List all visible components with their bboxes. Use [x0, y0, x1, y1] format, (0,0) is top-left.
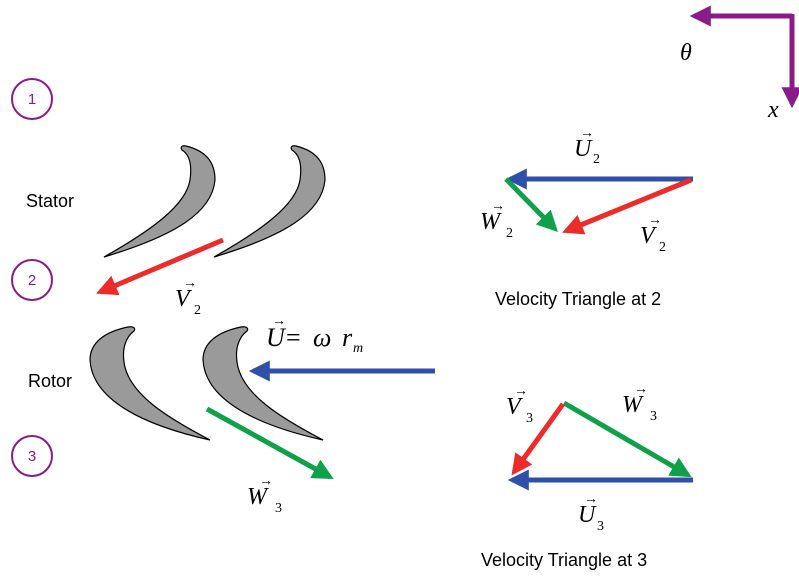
- triangle2-v2-arrow: [562, 177, 692, 235]
- svg-text:→: →: [514, 384, 528, 399]
- svg-text:m: m: [353, 341, 363, 356]
- rotor-blades: [89, 326, 324, 441]
- svg-text:V: V: [640, 223, 657, 249]
- svg-text:=: =: [286, 323, 301, 352]
- velocity-triangle-2: U → 2 W → 2 V → 2 Velocity Triangle at 2: [480, 126, 693, 309]
- svg-text:→: →: [584, 492, 598, 507]
- triangle2-u2-label: U → 2: [574, 126, 600, 167]
- rotor-blade-2: [202, 326, 324, 441]
- v2-flow-arrow: [96, 237, 224, 296]
- svg-text:→: →: [634, 382, 648, 397]
- triangle3-w3-arrow: [562, 400, 692, 478]
- w3-flow-arrow: [205, 406, 334, 480]
- svg-text:V: V: [175, 286, 192, 312]
- blade-speed-equation: U → = ω r m: [266, 314, 363, 356]
- svg-text:W: W: [480, 209, 502, 235]
- triangle3-caption: Velocity Triangle at 3: [481, 550, 647, 570]
- station-1-label: 1: [28, 91, 36, 108]
- station-1-marker: 1: [11, 78, 53, 120]
- stator-label: Stator: [26, 191, 74, 211]
- svg-text:3: 3: [275, 501, 282, 516]
- rotor-label: Rotor: [28, 371, 72, 391]
- coordinate-axes: θ x: [680, 5, 799, 123]
- svg-text:→: →: [648, 213, 662, 228]
- triangle2-caption: Velocity Triangle at 2: [495, 289, 661, 309]
- w3-cascade-label: W → 3: [247, 474, 282, 516]
- svg-text:U: U: [266, 323, 287, 352]
- svg-text:3: 3: [526, 411, 533, 426]
- svg-text:→: →: [183, 276, 197, 291]
- triangle3-u3-label: U → 3: [578, 492, 604, 534]
- svg-text:2: 2: [506, 226, 513, 241]
- station-2-label: 2: [28, 272, 36, 289]
- station-3-label: 3: [28, 448, 36, 465]
- triangle3-w3-label: W → 3: [622, 382, 657, 424]
- svg-text:U: U: [578, 502, 597, 528]
- svg-text:V: V: [506, 394, 523, 420]
- velocity-triangle-3: V → 3 W → 3 U → 3 Velocity Triangle at 3: [481, 382, 693, 570]
- svg-text:U: U: [574, 136, 593, 162]
- svg-text:→: →: [272, 314, 286, 329]
- svg-text:→: →: [580, 126, 594, 141]
- svg-text:2: 2: [659, 240, 666, 255]
- stator-blade-1: [103, 145, 216, 258]
- svg-text:3: 3: [650, 409, 657, 424]
- svg-text:r: r: [342, 323, 353, 352]
- station-2-marker: 2: [11, 259, 53, 301]
- svg-text:W: W: [622, 392, 644, 418]
- svg-text:W: W: [247, 484, 269, 510]
- stator-blade-2: [213, 145, 326, 258]
- triangle2-v2-label: V → 2: [640, 213, 666, 255]
- svg-text:2: 2: [593, 152, 600, 167]
- svg-text:2: 2: [194, 303, 201, 318]
- svg-text:3: 3: [597, 519, 604, 534]
- svg-text:ω: ω: [313, 323, 331, 352]
- triangle3-v3-label: V → 3: [506, 384, 533, 426]
- triangle2-w2-arrow: [504, 177, 558, 232]
- triangle2-w2-label: W → 2: [480, 199, 513, 241]
- v2-cascade-label: V → 2: [175, 276, 201, 318]
- svg-text:→: →: [491, 199, 505, 214]
- svg-text:→: →: [259, 474, 273, 489]
- stator-blades: [103, 145, 326, 258]
- triangle3-v3-arrow: [511, 402, 566, 476]
- station-3-marker: 3: [11, 435, 53, 477]
- theta-axis-label: θ: [680, 40, 692, 66]
- x-axis-label: x: [767, 97, 779, 123]
- rotor-blade-1: [89, 326, 211, 441]
